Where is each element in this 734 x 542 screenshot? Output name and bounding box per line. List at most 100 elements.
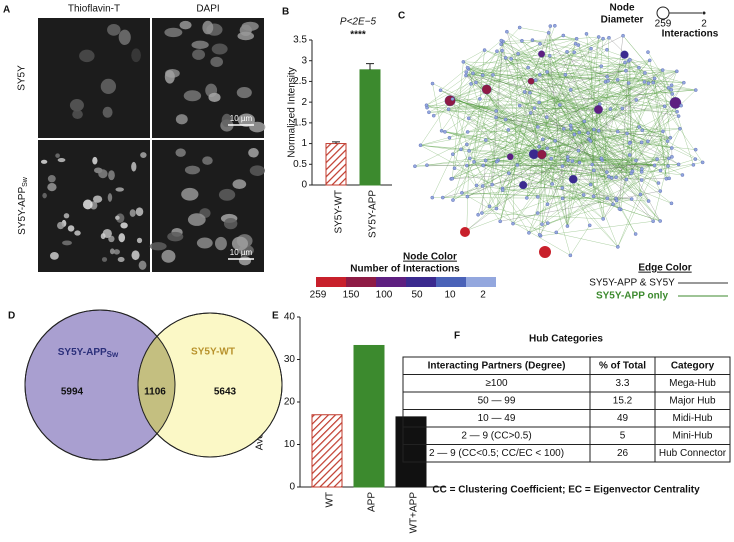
node — [577, 130, 582, 135]
column-header: DAPI — [196, 4, 219, 15]
y-tick-label: 30 — [284, 354, 296, 365]
edge — [539, 222, 548, 235]
node — [639, 178, 644, 182]
cell — [161, 249, 176, 263]
venn-count: 5643 — [214, 387, 237, 398]
node — [495, 159, 499, 164]
node — [651, 80, 656, 85]
node — [634, 158, 638, 163]
node — [646, 50, 650, 54]
node — [646, 139, 650, 144]
node — [480, 211, 484, 215]
micrograph — [152, 18, 266, 138]
node — [527, 77, 535, 85]
node — [611, 202, 615, 206]
error-bar — [332, 141, 340, 144]
edge — [539, 74, 590, 140]
node — [528, 111, 533, 115]
node — [534, 78, 538, 82]
edge — [492, 74, 678, 112]
node — [669, 201, 674, 206]
size-big — [656, 6, 670, 20]
edge — [448, 109, 477, 186]
node — [472, 160, 476, 164]
edge — [671, 147, 696, 160]
edge — [622, 108, 673, 158]
cell — [221, 113, 232, 128]
edge — [547, 196, 594, 205]
edge — [617, 35, 624, 80]
node — [509, 57, 513, 61]
node — [637, 65, 641, 70]
venn-count: 5994 — [61, 387, 84, 398]
cell — [248, 147, 259, 158]
node — [443, 130, 447, 134]
edge — [420, 145, 632, 174]
edge — [539, 69, 663, 103]
cell — [196, 237, 213, 249]
node — [541, 137, 545, 142]
table-header: % of Total — [599, 360, 646, 371]
micrograph — [38, 18, 150, 138]
node — [446, 107, 451, 112]
node — [572, 50, 576, 54]
node — [553, 24, 557, 28]
edge — [598, 130, 641, 195]
edge — [540, 221, 654, 236]
edge — [498, 160, 612, 179]
edge — [656, 159, 670, 179]
node — [577, 160, 582, 165]
venn-label: SY5Y-WT — [191, 347, 235, 358]
cell — [63, 213, 70, 219]
edge — [463, 49, 485, 63]
node — [587, 223, 592, 228]
column-header: Thioflavin-T — [68, 4, 120, 15]
node — [545, 202, 550, 206]
node — [451, 152, 455, 156]
node — [494, 109, 498, 113]
x-tick-label: SY5Y-WT — [334, 190, 345, 234]
table-cell: 50 — 99 — [478, 395, 516, 406]
cell — [57, 157, 66, 163]
row-label: SY5Y-APPSw — [17, 176, 29, 235]
edge — [482, 62, 626, 187]
colorbar-label: 2 — [480, 290, 486, 301]
edge — [491, 41, 504, 185]
node — [652, 163, 657, 168]
cell — [107, 23, 121, 36]
node — [572, 132, 577, 137]
annotation: P<2E−5 — [340, 17, 377, 28]
edge — [629, 115, 679, 144]
error-bar — [366, 63, 374, 70]
node — [478, 97, 482, 101]
edge — [601, 131, 618, 159]
edge — [530, 112, 632, 174]
node — [500, 48, 504, 53]
edge — [541, 53, 630, 60]
node — [664, 176, 669, 181]
node — [628, 58, 632, 62]
hub-node — [460, 227, 470, 237]
node — [593, 105, 603, 114]
node — [637, 125, 641, 129]
edge — [442, 179, 627, 198]
edge — [452, 61, 464, 179]
node — [545, 70, 549, 74]
x-tick-label: WT — [325, 492, 336, 508]
node — [500, 188, 505, 192]
node — [607, 36, 611, 40]
edge — [467, 67, 540, 103]
cell — [131, 161, 137, 172]
node — [700, 160, 705, 165]
edge — [426, 35, 564, 106]
edge — [511, 58, 568, 227]
node — [605, 196, 610, 201]
edge — [574, 129, 594, 135]
node — [452, 166, 457, 170]
edge — [467, 67, 535, 155]
node — [615, 78, 620, 82]
node — [640, 128, 645, 133]
scale-bar-label: 10 µm — [230, 248, 253, 257]
venn-label-sub: Sw — [107, 350, 119, 359]
node — [620, 106, 625, 111]
